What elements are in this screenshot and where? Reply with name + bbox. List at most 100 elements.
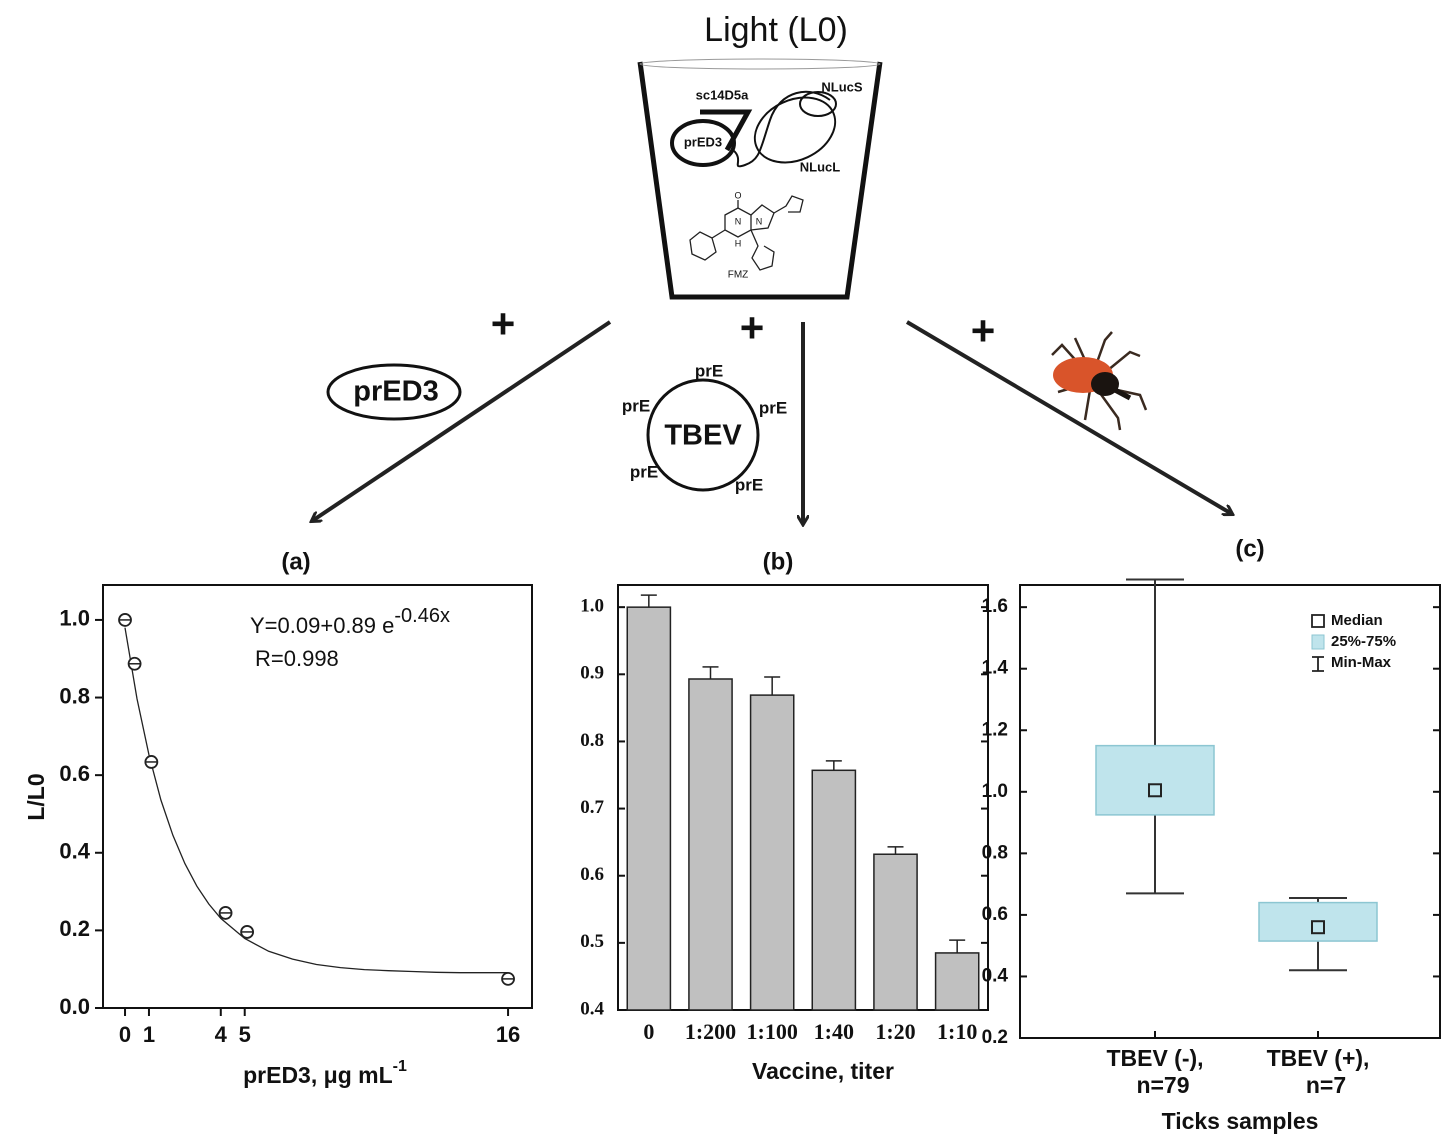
y-axis-label: L/L0 (23, 773, 49, 820)
y-tick-label: 0.5 (580, 931, 604, 952)
molecule (689, 195, 804, 271)
point (127, 656, 142, 671)
y-tick-label: 0.8 (982, 842, 1008, 863)
bar (749, 694, 795, 1011)
x-tick-label: 1:10 (937, 1019, 977, 1044)
point (501, 971, 515, 986)
bar (688, 678, 733, 1011)
protein-label: prE (695, 361, 723, 380)
y-tick-label: 0.6 (982, 904, 1008, 925)
x-tick-label: 1:200 (685, 1019, 736, 1044)
x-tick-label: 4 (215, 1022, 228, 1047)
protein-label: prE (630, 462, 658, 481)
y-tick-label: 1.2 (982, 719, 1008, 740)
x-tick-label: n=7 (1306, 1072, 1346, 1098)
y-tick-label: 0.4 (59, 839, 90, 864)
x-label-sup: -1 (393, 1058, 407, 1075)
error-bar (949, 939, 966, 953)
diagram-title: Light (L0) (704, 11, 848, 49)
plus-sign: + (971, 307, 996, 354)
plot-frame (102, 584, 533, 1009)
iqr-box (1095, 744, 1215, 816)
y-tick-label: 0.7 (580, 797, 604, 818)
atom: N (735, 216, 742, 226)
x-tick-label: 0 (643, 1019, 654, 1044)
cup-rim (639, 58, 881, 70)
diagram: Light (L0) sc14D5a NLucS prED3 NLucL O N… (312, 11, 1232, 524)
atom: N (756, 216, 763, 226)
y-tick-label: 0.6 (580, 864, 604, 885)
x-axis-label: Ticks samples (1162, 1108, 1319, 1134)
chart-title: (a) (281, 548, 310, 575)
x-tick-label: 1:100 (747, 1019, 798, 1044)
point (218, 906, 233, 920)
x-tick-label: 1:40 (814, 1019, 854, 1044)
error-bar (764, 676, 781, 696)
virus-label: TBEV (664, 420, 742, 452)
equation: Y=0.09+0.89 e-0.46x (250, 605, 450, 638)
x-tick-label: TBEV (-), (1106, 1045, 1203, 1071)
nluc-linker (732, 90, 831, 168)
x-label-base: prED3, μg mL (243, 1062, 393, 1088)
y-tick-label: 1.0 (59, 606, 90, 631)
y-tick-label: 0.2 (982, 1027, 1008, 1048)
y-tick-label: 0.9 (580, 663, 604, 684)
x-tick-label: 1:20 (875, 1019, 915, 1044)
protein-label: prE (735, 475, 763, 494)
y-tick-label: 0.2 (59, 916, 90, 941)
x-tick-label: 1 (143, 1022, 155, 1047)
nlucs-shape (799, 91, 837, 117)
cup-label: NLucL (800, 159, 841, 174)
equation-exponent: -0.46x (394, 605, 450, 627)
atom: H (735, 238, 742, 248)
cup (637, 61, 883, 300)
legend-whisker (1312, 656, 1324, 672)
ellipse-label: prED3 (353, 376, 438, 408)
plot-frame (1019, 584, 1441, 1039)
protein-label: prE (759, 398, 787, 417)
virus-circle (646, 378, 760, 492)
legend-label: 25%-75% (1331, 633, 1396, 650)
bar (873, 853, 918, 1011)
point (240, 925, 255, 939)
y-tick-label: 0.8 (580, 730, 604, 751)
error-bar (825, 760, 842, 771)
x-tick-label: 16 (496, 1022, 520, 1047)
nlucl-shape (753, 96, 837, 164)
point (144, 755, 159, 769)
legend-label: Median (1331, 612, 1383, 629)
plot-frame (617, 584, 989, 1011)
y-tick-label: 1.0 (580, 596, 604, 617)
legend-box (1311, 634, 1325, 650)
chart-title: (b) (763, 548, 794, 575)
chart-title: (c) (1235, 535, 1264, 562)
bar (626, 606, 672, 1011)
cup-label: FMZ (728, 270, 749, 281)
legend-label: Min-Max (1331, 654, 1392, 671)
bar (934, 952, 980, 1011)
cup-label: NLucS (821, 79, 863, 94)
y-tick-label: 0.0 (59, 994, 90, 1019)
arrow (312, 320, 612, 521)
plus-sign: + (740, 304, 765, 351)
y-tick-label: 0.8 (59, 683, 90, 708)
x-axis-label: Vaccine, titer (752, 1058, 894, 1084)
y-tick-label: 0.4 (982, 965, 1009, 986)
point (118, 613, 132, 627)
cup-label: sc14D5a (696, 87, 750, 102)
x-tick-label: 0 (119, 1022, 131, 1047)
cup-label: prED3 (684, 134, 722, 149)
y-tick-label: 0.4 (580, 998, 604, 1019)
x-axis-label: prED3, μg mL-1 (243, 1058, 407, 1088)
tick-icon (1051, 331, 1148, 431)
protein-label: prE (622, 396, 650, 415)
pred3-ellipse (326, 363, 462, 421)
y-tick-label: 1.0 (982, 781, 1008, 802)
atom: O (734, 190, 741, 200)
equation-base: Y=0.09+0.89 e (250, 613, 394, 638)
median-marker (1311, 920, 1325, 935)
plus-sign: + (491, 300, 516, 347)
y-tick-label: 1.6 (982, 596, 1008, 617)
x-tick-label: n=79 (1136, 1072, 1189, 1098)
